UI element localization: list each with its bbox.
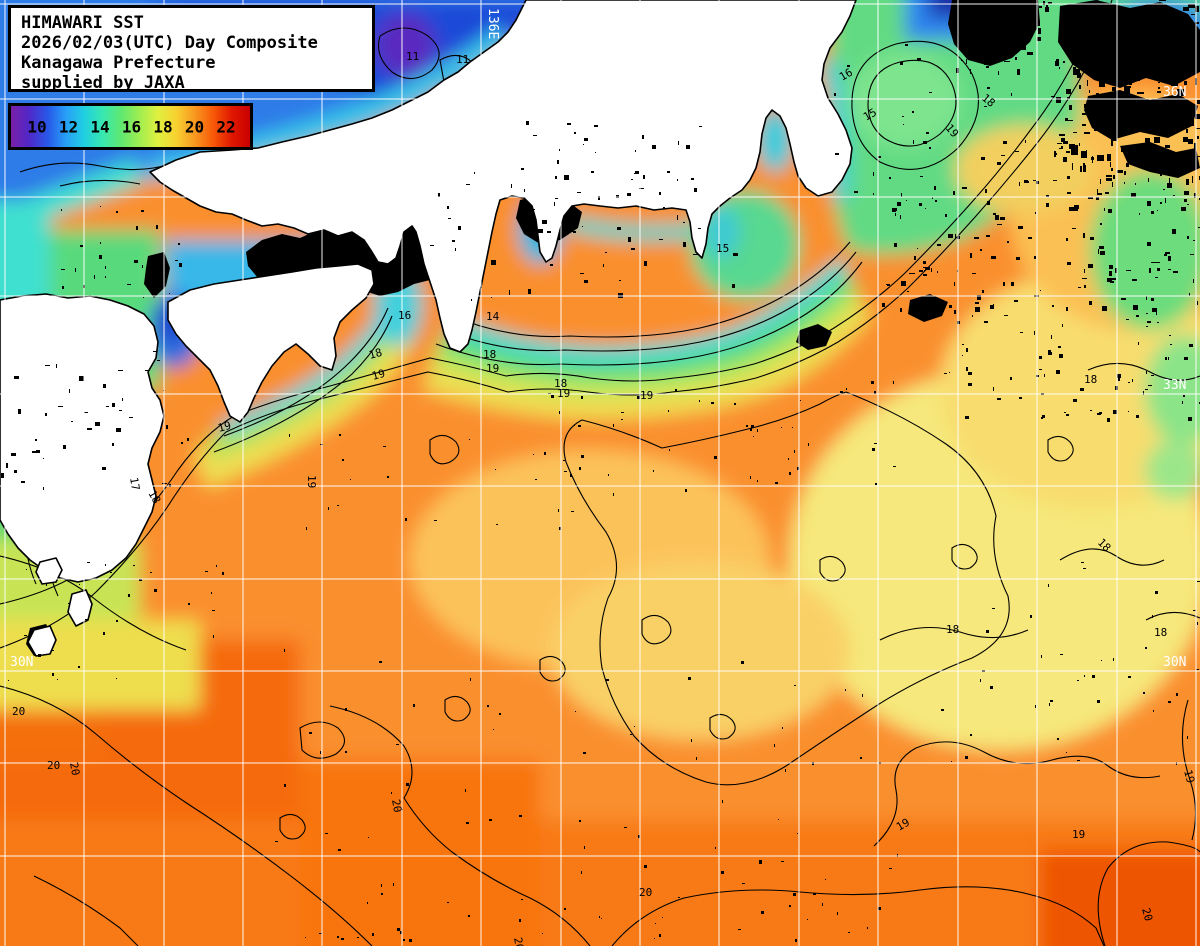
product-region: Kanagawa Prefecture: [21, 53, 216, 73]
product-source: supplied by JAXA: [21, 73, 185, 93]
colorbar-tick: 14: [90, 117, 110, 136]
product-name: HIMAWARI SST: [21, 13, 144, 33]
contour-label: 18: [946, 623, 959, 636]
colorbar-tick: 16: [121, 117, 142, 136]
contour-label: 18: [1084, 373, 1097, 386]
contour-label: 19: [305, 475, 318, 488]
contour-label: 18: [1154, 626, 1167, 639]
latitude-label: 33N: [1163, 378, 1186, 393]
contour-label: 19: [1181, 768, 1197, 784]
contour-label: 19: [640, 389, 653, 402]
contour-label: 18: [145, 488, 163, 506]
contour-label: 19: [486, 362, 499, 375]
graticule-labels: 36N 33N 30N 33N 30N 136E: [5, 8, 1186, 670]
colorbar-tick: 22: [216, 117, 236, 136]
contour-label: 15: [716, 242, 729, 255]
contour-label: 18: [554, 377, 567, 390]
contour-label: 15: [861, 106, 879, 124]
contour-label: 20: [47, 759, 60, 772]
contour-label: 18: [367, 346, 383, 362]
contour-label: 14: [486, 310, 500, 323]
latitude-label: 36N: [1163, 85, 1186, 100]
contour-label: 11: [456, 53, 469, 66]
contour-label: 19: [894, 816, 912, 834]
latitude-label: 30N: [1163, 655, 1186, 670]
product-date: 2026/02/03(UTC) Day Composite: [21, 33, 318, 53]
contour-label: 20: [511, 936, 526, 946]
contour-label: 19: [557, 387, 570, 400]
land-kyushu: [0, 293, 165, 583]
colorbar-tick: 18: [153, 117, 173, 136]
contour-label: 20: [639, 886, 652, 899]
land-honshu: [149, 0, 857, 353]
colorbar-tick: 10: [27, 117, 47, 136]
latitude-label: 30N: [10, 655, 33, 670]
contour-label: 16: [837, 66, 855, 84]
colorbar-tick: 20: [184, 117, 205, 136]
contour-label: 20: [12, 705, 25, 718]
colorbar-tick-labels: 10 12 14 16 18 20 22: [11, 106, 250, 147]
temperature-colorbar: 10 12 14 16 18 20 22: [8, 103, 253, 150]
contour-label: 20: [67, 761, 82, 776]
contour-label: 19: [370, 367, 386, 383]
latitude-label: 33N: [5, 378, 28, 393]
contour-label: 20: [389, 798, 404, 813]
longitude-label: 136E: [485, 8, 500, 39]
contour-label: 16: [398, 309, 411, 322]
contour-label: 20: [1139, 906, 1155, 922]
contour-label: 17: [127, 476, 142, 491]
contour-label: 19: [1072, 828, 1085, 841]
contour-label: 19: [216, 419, 232, 435]
colorbar-tick: 12: [58, 117, 79, 136]
contour-label: 18: [483, 348, 496, 361]
contour-label: 11: [406, 50, 419, 63]
title-box: HIMAWARI SST 2026/02/03(UTC) Day Composi…: [8, 5, 375, 93]
